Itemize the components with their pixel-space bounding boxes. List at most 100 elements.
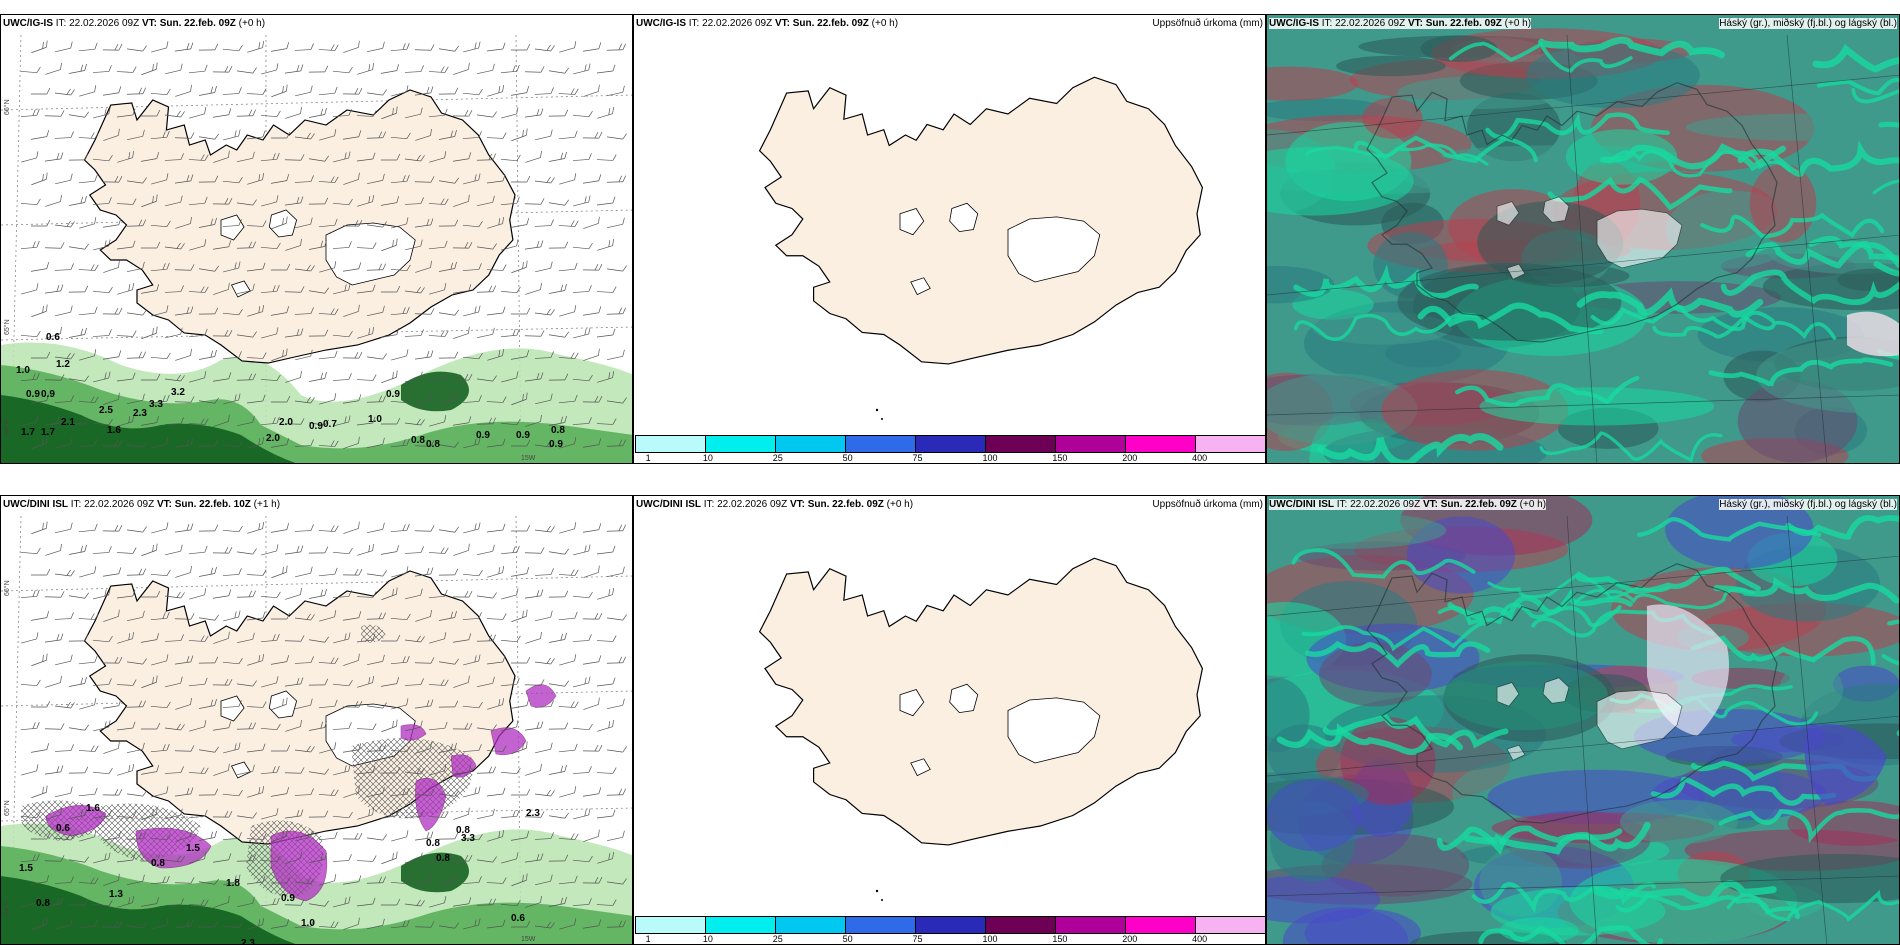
wind-barb [68,766,89,774]
wind-barb [438,568,459,576]
wind-barb [582,655,602,665]
wind-barb [428,66,449,73]
iceland-coastline [758,557,1204,846]
wind-barb [405,588,423,600]
map-gridline [1267,394,1899,416]
wind-barb [78,787,98,797]
wind-barb [596,677,616,687]
cloud-contour [1353,135,1538,164]
wind-barb [140,373,161,381]
wind-barb [189,720,207,732]
wind-barb [463,41,481,53]
wind-barb [30,130,50,140]
latitude-label: 64°N [3,900,11,916]
wind-barb [525,763,542,776]
wind-barb [212,810,233,818]
wind-barb [295,85,313,97]
cloud-cover-area [1304,908,1421,944]
wind-barb [438,874,457,885]
map-gridline [1566,515,1598,944]
wind-barb [102,920,123,928]
wind-barb [438,129,457,140]
wind-barb [78,438,98,448]
wind-barb [260,284,280,294]
wind-barb [415,260,432,273]
wind-barb [236,109,257,117]
wind-barb [246,611,266,621]
wind-barb [524,66,545,73]
wind-barb [332,66,353,74]
wind-barb [150,130,170,140]
wind-barb [198,878,219,885]
wind-barb [438,526,459,533]
wind-barb [246,833,267,840]
wind-barb [78,396,99,403]
wind-barb [319,129,337,141]
wind-barb [308,155,329,162]
wind-barb [548,680,569,687]
glacier [1596,208,1683,269]
wind-barb [535,742,553,754]
precip-value-label: 0.8 [551,425,565,436]
wind-barb [462,744,482,752]
wind-barb [463,918,481,930]
wind-barb [20,198,41,206]
precip-colorbar [635,435,1265,453]
wind-barb [55,173,73,185]
wind-barb [548,812,569,819]
wind-barb [367,41,385,53]
wind-barb [380,285,401,293]
wind-barb [294,264,315,272]
wind-barb [79,566,97,578]
wind-barb [54,569,75,577]
wind-barb [79,830,97,842]
wind-barb [308,419,329,426]
wind-barb [20,589,40,599]
colorbar-tick-label: 75 [912,453,923,463]
wind-barb [487,697,505,710]
wind-barb [524,853,544,863]
cloud-cover-area [1749,163,1817,243]
wind-barb [559,522,577,534]
cloud-cover-area [1443,654,1616,742]
wind-barb [500,418,521,426]
cloud-contour [1599,143,1787,172]
wind-barb [237,151,255,163]
wind-barb [332,722,352,730]
panel-right-title: Uppsöfnuð úrkoma (mm) [1152,18,1263,29]
wind-barb [236,722,257,730]
wind-barb [126,568,147,576]
wind-barb [212,589,232,599]
wind-barb [548,764,567,775]
wind-barb [79,85,97,97]
wind-barb [414,789,435,796]
wind-barb [68,195,87,206]
precip-value-label: 1.0 [16,365,30,376]
wind-barb [486,132,507,139]
wind-barb [175,829,192,842]
colorbar-tick-label: 25 [772,453,783,463]
wind-barb [174,396,195,403]
colorbar-swatch [986,917,1056,933]
wind-barb [151,41,169,53]
wind-barb [93,371,111,383]
wind-barb [212,372,232,382]
wind-barb [308,900,329,907]
wind-barb [404,418,425,426]
wind-barb [246,262,266,272]
wind-barb [308,636,329,643]
wind-barb [500,899,521,907]
wind-barb [462,88,483,96]
colorbar-tick-label: 150 [1052,934,1068,944]
wind-barb [174,174,194,184]
wind-barb [357,194,375,207]
panel-title: UWC/IG-IS IT: 22.02.2026 09Z VT: Sun. 22… [636,18,899,29]
colorbar-tick-label: 1 [645,934,651,944]
wind-barb [462,569,483,577]
colorbar-swatch [636,917,706,933]
cloud-contour [1589,880,1777,904]
wind-barb [175,565,192,578]
wind-barb [343,436,360,449]
wind-barb [559,41,577,53]
wind-barb [188,196,208,206]
